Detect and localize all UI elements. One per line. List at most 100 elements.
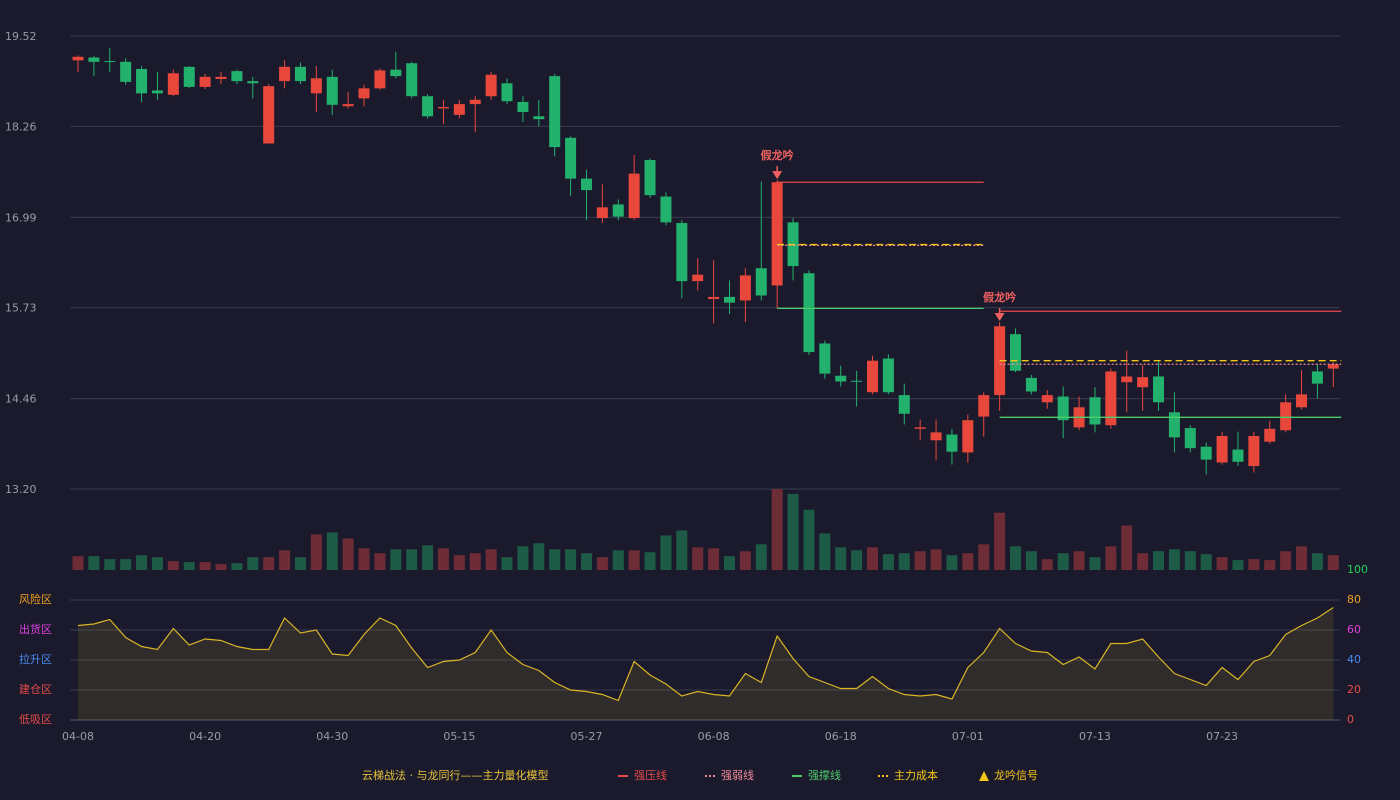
candle-body — [1025, 377, 1037, 392]
signal-arrow-head — [772, 171, 783, 180]
candle-body — [739, 275, 751, 301]
candle-body — [1121, 376, 1133, 383]
volume-bar — [596, 557, 608, 570]
candle-body — [1280, 402, 1292, 431]
volume-bar — [294, 557, 306, 570]
volume-bar — [437, 548, 449, 570]
volume-bar — [167, 561, 179, 570]
candle-body — [660, 196, 672, 223]
volume-bar — [517, 546, 529, 570]
volume-bar — [819, 533, 831, 570]
volume-bar — [326, 532, 338, 570]
volume-bar — [231, 563, 243, 570]
volume-bar — [453, 555, 465, 570]
volume-bar — [406, 549, 418, 570]
volume-bar — [1248, 559, 1260, 570]
candle-body — [88, 57, 100, 62]
volume-bar — [851, 550, 863, 570]
y-tick-label: 16.99 — [5, 211, 37, 224]
candle-body — [437, 106, 449, 109]
volume-bar — [247, 557, 259, 570]
volume-bar — [390, 549, 402, 570]
candle-body — [294, 66, 306, 82]
volume-bar — [120, 559, 132, 570]
legend-label: 龙吟信号 — [994, 768, 1038, 782]
volume-bar — [1264, 560, 1276, 570]
candle-body — [692, 274, 704, 282]
volume-bar — [723, 556, 735, 570]
volume-bar — [835, 547, 847, 570]
volume-bar — [739, 551, 751, 570]
volume-bar — [1105, 546, 1117, 570]
volume-bar — [263, 557, 275, 570]
volume-bar — [183, 562, 195, 570]
candle-body — [310, 78, 322, 94]
candle-body — [962, 420, 974, 453]
candle-body — [835, 375, 847, 382]
volume-bar — [1184, 551, 1196, 570]
candle-body — [1105, 371, 1117, 426]
volume-bar — [501, 557, 513, 570]
volume-bar — [1296, 546, 1308, 570]
volume-bar — [1089, 557, 1101, 570]
y2-tick-label: 0 — [1347, 713, 1354, 726]
volume-bar — [692, 547, 704, 570]
candle-body — [517, 101, 529, 112]
volume-bar — [1010, 546, 1022, 570]
x-tick-label: 04-30 — [316, 730, 348, 743]
legend-label: 主力成本 — [894, 768, 938, 782]
candle-body — [1137, 377, 1149, 388]
volume-bar — [215, 564, 227, 570]
volume-bar — [1311, 553, 1323, 570]
candle-body — [104, 61, 116, 63]
volume-bar — [644, 552, 656, 570]
volume-bar — [978, 544, 990, 570]
volume-bar — [882, 554, 894, 570]
legend-marker — [979, 771, 989, 781]
volume-bar — [1216, 557, 1228, 570]
legend-title: 云梯战法 · 与龙同行——主力量化模型 — [362, 768, 549, 782]
candle-body — [342, 104, 354, 107]
volume-bar — [1025, 551, 1037, 570]
legend-label: 强压线 — [634, 768, 667, 782]
candle-body — [358, 88, 370, 99]
candle-body — [326, 76, 338, 105]
y2-tick-label: 80 — [1347, 593, 1361, 606]
candle-body — [596, 207, 608, 219]
x-tick-label: 04-08 — [62, 730, 94, 743]
volume-bar — [88, 556, 100, 570]
y-tick-label: 19.52 — [5, 30, 37, 43]
candle-body — [279, 66, 291, 82]
volume-bar — [708, 548, 720, 570]
volume-bar — [930, 549, 942, 570]
volume-bar — [803, 509, 815, 570]
x-tick-label: 05-15 — [443, 730, 475, 743]
zone-label: 低吸区 — [19, 713, 52, 726]
volume-bar — [898, 553, 910, 570]
y2-tick-label: 60 — [1347, 623, 1361, 636]
x-tick-label: 07-01 — [952, 730, 984, 743]
volume-bar — [1232, 560, 1244, 570]
candle-body — [867, 360, 878, 393]
volume-bar — [199, 562, 211, 570]
volume-bar — [469, 553, 481, 570]
x-tick-label: 06-08 — [698, 730, 730, 743]
volume-bar — [1153, 551, 1165, 570]
volume-bar — [771, 489, 783, 570]
volume-bar — [104, 559, 116, 570]
volume-bar — [1137, 553, 1149, 570]
volume-bar — [549, 549, 561, 570]
candle-body — [1168, 412, 1180, 438]
volume-bar — [660, 535, 672, 570]
candle-body — [1248, 435, 1260, 467]
x-tick-label: 07-13 — [1079, 730, 1111, 743]
oscillator-line — [77, 606, 1334, 702]
volume-bar — [151, 557, 163, 570]
volume-bar — [580, 553, 592, 570]
candle-body — [501, 83, 513, 102]
volume-bar — [1280, 551, 1292, 570]
y-tick-label: 15.73 — [5, 302, 37, 315]
candle-body — [1057, 396, 1069, 421]
candle-body — [708, 296, 720, 300]
